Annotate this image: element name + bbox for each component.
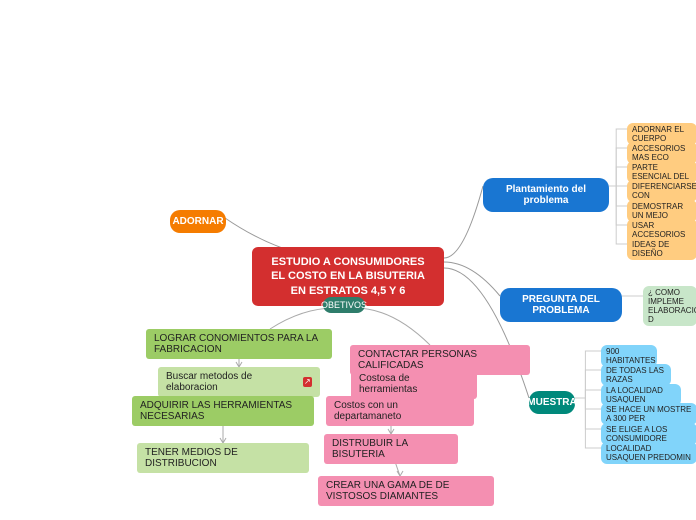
plant-child-3-label: DIFERENCIARSE CON: [632, 182, 696, 200]
obj-left-3-label: TENER MEDIOS DE DISTRIBUCION: [145, 447, 301, 469]
muestra-child-5-label: LOCALIDAD USAQUEN PREDOMIN: [606, 444, 692, 462]
muestra-child-2-label: LA LOCALIDAD USAQUEN: [606, 386, 676, 404]
plant-child-6-label: IDEAS DE DISEÑO: [632, 240, 692, 258]
obj-right-0-label: CONTACTAR PERSONAS CALIFICADAS: [358, 349, 522, 371]
plant-child-2-label: PARTE ESENCIAL DEL: [632, 163, 692, 181]
branch-pregunta-label: PREGUNTA DEL PROBLEMA: [514, 294, 608, 316]
branch-adornar[interactable]: ADORNAR: [170, 210, 226, 233]
plant-child-1-label: ACCESORIOS MAS ECO: [632, 144, 692, 162]
muestra-child-0-label: 900 HABITANTES: [606, 347, 656, 365]
obj-right-3[interactable]: DISTRUBUIR LA BISUTERIA: [324, 434, 458, 464]
obj-left-2-label: ADQUIRIR LAS HERRAMIENTAS NECESARIAS: [140, 400, 306, 422]
attachment-icon[interactable]: ↗: [303, 377, 312, 387]
obj-left-1[interactable]: Buscar metodos de elaboracion ↗: [158, 367, 320, 397]
muestra-child-5[interactable]: LOCALIDAD USAQUEN PREDOMIN: [601, 442, 696, 464]
obj-right-4-label: CREAR UNA GAMA DE DE VISTOSOS DIAMANTES: [326, 480, 486, 502]
obj-left-1-label: Buscar metodos de elaboracion: [166, 371, 299, 393]
branch-muestra[interactable]: MUESTRA: [529, 391, 575, 414]
branch-muestra-label: MUESTRA: [527, 397, 576, 408]
branch-plant[interactable]: Plantamiento del problema: [483, 178, 609, 212]
muestra-child-4-label: SE ELIGE A LOS CONSUMIDORE: [606, 425, 692, 443]
muestra-child-1-label: DE TODAS LAS RAZAS: [606, 366, 666, 384]
branch-plant-label: Plantamiento del problema: [497, 184, 595, 206]
plant-child-3[interactable]: DIFERENCIARSE CON: [627, 180, 696, 202]
plant-child-0-label: ADORNAR EL CUERPO: [632, 125, 692, 143]
obj-right-1-label: Costosa de herramientas: [359, 373, 469, 395]
muestra-child-3-label: SE HACE UN MOSTRE A 300 PER: [606, 405, 692, 423]
muestra-child-3[interactable]: SE HACE UN MOSTRE A 300 PER: [601, 403, 696, 425]
plant-child-4-label: DEMOSTRAR UN MEJO: [632, 202, 692, 220]
obj-right-1[interactable]: Costosa de herramientas: [351, 369, 477, 399]
branch-objetivos-label: OBETIVOS: [321, 300, 367, 310]
obj-right-4[interactable]: CREAR UNA GAMA DE DE VISTOSOS DIAMANTES: [318, 476, 494, 506]
plant-child-6[interactable]: IDEAS DE DISEÑO: [627, 238, 696, 260]
pregunta-child-0[interactable]: ¿ COMO IMPLEME ELABORACION D: [643, 286, 696, 326]
obj-right-2-label: Costos con un departamaneto: [334, 400, 466, 422]
obj-left-2[interactable]: ADQUIRIR LAS HERRAMIENTAS NECESARIAS: [132, 396, 314, 426]
obj-right-2[interactable]: Costos con un departamaneto: [326, 396, 474, 426]
pregunta-child-0-label: ¿ COMO IMPLEME ELABORACION D: [648, 288, 696, 324]
branch-adornar-label: ADORNAR: [172, 216, 223, 227]
muestra-child-1[interactable]: DE TODAS LAS RAZAS: [601, 364, 671, 386]
branch-pregunta[interactable]: PREGUNTA DEL PROBLEMA: [500, 288, 622, 322]
center-node-label: ESTUDIO A CONSUMIDORES EL COSTO EN LA BI…: [266, 255, 430, 298]
obj-left-3[interactable]: TENER MEDIOS DE DISTRIBUCION: [137, 443, 309, 473]
branch-objetivos[interactable]: OBETIVOS: [323, 297, 365, 313]
obj-right-3-label: DISTRUBUIR LA BISUTERIA: [332, 438, 450, 460]
obj-left-0[interactable]: LOGRAR CONOMIENTOS PARA LA FABRICACION: [146, 329, 332, 359]
obj-left-0-label: LOGRAR CONOMIENTOS PARA LA FABRICACION: [154, 333, 324, 355]
